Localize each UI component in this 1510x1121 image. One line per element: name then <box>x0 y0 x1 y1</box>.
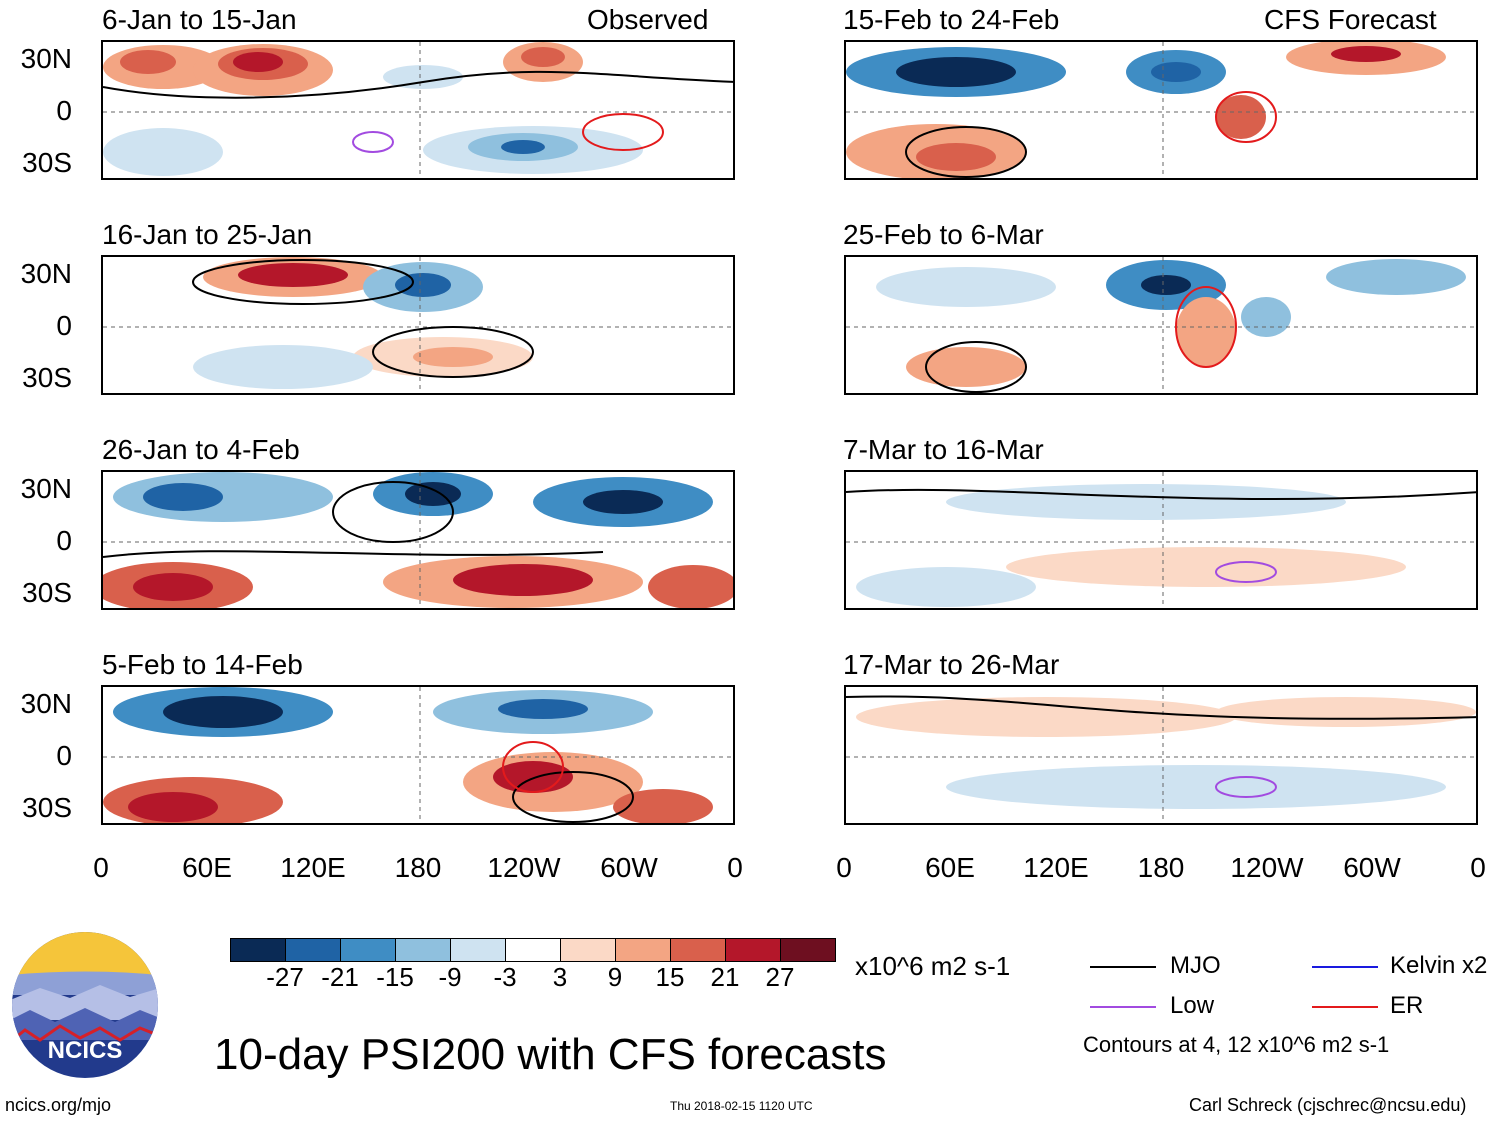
colorbar-swatch <box>725 938 781 962</box>
panel-title: 25-Feb to 6-Mar <box>843 219 1044 250</box>
lon-label: 0 <box>93 852 109 883</box>
lon-label: 0 <box>836 852 852 883</box>
colorbar-tick-label: 15 <box>655 962 685 992</box>
lon-label: 60E <box>925 852 975 883</box>
lon-label: 60W <box>600 852 658 883</box>
legend-low-label: Low <box>1170 992 1215 1019</box>
lon-label: 0 <box>727 852 743 883</box>
lat-label: 30S <box>22 792 72 823</box>
colorbar-swatch <box>340 938 396 962</box>
colorbar-swatch <box>670 938 726 962</box>
colorbar-tick-label: -15 <box>376 962 414 992</box>
lon-label: 120W <box>1230 852 1304 883</box>
panel-title: 5-Feb to 14-Feb <box>102 649 303 680</box>
map-panel-forecast-2 <box>844 255 1478 395</box>
lat-label: 30N <box>20 688 72 719</box>
colorbar-tick-label: -27 <box>266 962 304 992</box>
colorbar-tick-label: -9 <box>438 962 462 992</box>
lon-label: 60E <box>182 852 232 883</box>
svg-text:NCICS: NCICS <box>48 1037 123 1064</box>
lat-label: 30N <box>20 473 72 504</box>
colorbar-units: x10^6 m2 s-1 <box>855 951 1011 981</box>
colorbar-swatch <box>450 938 506 962</box>
panel-title: 7-Mar to 16-Mar <box>843 434 1044 465</box>
panel-title: 26-Jan to 4-Feb <box>102 434 300 465</box>
lon-label: 180 <box>394 852 442 883</box>
panel-title: 16-Jan to 25-Jan <box>102 219 313 250</box>
legend-mjo-line <box>1090 966 1156 968</box>
colorbar-tick-label: 9 <box>607 962 623 992</box>
lat-label: 0 <box>56 740 72 771</box>
lon-label: 120W <box>487 852 561 883</box>
panel-tag: CFS Forecast <box>1264 4 1437 35</box>
colorbar-swatch <box>395 938 451 962</box>
lat-label: 30N <box>20 258 72 289</box>
panel-title: 17-Mar to 26-Mar <box>843 649 1060 680</box>
legend-er-label: ER <box>1390 992 1424 1019</box>
lat-label: 0 <box>56 95 72 126</box>
footer-right: Carl Schreck (cjschrec@ncsu.edu) <box>1189 1095 1467 1115</box>
main-title: 10-day PSI200 with CFS forecasts <box>214 1030 887 1079</box>
lon-label: 0 <box>1470 852 1486 883</box>
panel-tag: Observed <box>587 4 709 35</box>
colorbar-tick-label: -3 <box>493 962 517 992</box>
lat-label: 30N <box>20 43 72 74</box>
legend-er-line <box>1312 1006 1378 1008</box>
legend-mjo-label: MJO <box>1170 952 1221 979</box>
footer-center: Thu 2018-02-15 1120 UTC <box>670 1099 813 1113</box>
colorbar-tick-label: 3 <box>552 962 568 992</box>
contours-note: Contours at 4, 12 x10^6 m2 s-1 <box>1083 1032 1390 1057</box>
footer-left: ncics.org/mjo <box>5 1095 112 1115</box>
map-panel-observed-4 <box>101 685 735 825</box>
colorbar-tick-label: 27 <box>765 962 795 992</box>
map-panel-forecast-1 <box>844 40 1478 180</box>
colorbar-tick-label: 21 <box>710 962 740 992</box>
lon-label: 60W <box>1343 852 1401 883</box>
lon-label: 120E <box>280 852 346 883</box>
map-panel-observed-1 <box>101 40 735 180</box>
map-panel-observed-2 <box>101 255 735 395</box>
ncics-logo: NCICS <box>10 930 160 1080</box>
map-panel-forecast-4 <box>844 685 1478 825</box>
legend-low-line <box>1090 1006 1156 1008</box>
colorbar-swatch <box>780 938 836 962</box>
panel-title: 15-Feb to 24-Feb <box>843 4 1060 35</box>
colorbar-swatch <box>560 938 616 962</box>
colorbar-swatch <box>285 938 341 962</box>
lat-label: 30S <box>22 147 72 178</box>
legend-kelvin-line <box>1312 966 1378 968</box>
colorbar-swatch <box>230 938 286 962</box>
panel-title: 6-Jan to 15-Jan <box>102 4 297 35</box>
lat-label: 0 <box>56 310 72 341</box>
colorbar-tick-label: -21 <box>321 962 359 992</box>
lon-label: 180 <box>1137 852 1185 883</box>
lat-label: 0 <box>56 525 72 556</box>
colorbar-swatch <box>505 938 561 962</box>
colorbar-swatch <box>615 938 671 962</box>
map-panel-observed-3 <box>101 470 735 610</box>
lat-label: 30S <box>22 362 72 393</box>
lon-label: 120E <box>1023 852 1089 883</box>
map-panel-forecast-3 <box>844 470 1478 610</box>
lat-label: 30S <box>22 577 72 608</box>
legend-kelvin-label: Kelvin x2 <box>1390 952 1488 979</box>
